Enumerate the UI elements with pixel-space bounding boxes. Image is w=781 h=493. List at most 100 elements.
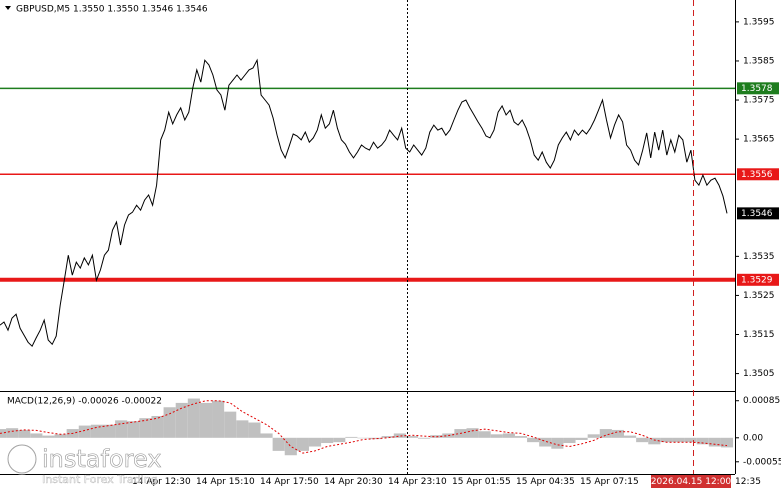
histogram-bar bbox=[684, 437, 697, 443]
histogram-bar bbox=[345, 436, 358, 438]
histogram-bar bbox=[405, 436, 419, 438]
histogram-bar bbox=[175, 402, 188, 438]
histogram-bar bbox=[236, 420, 249, 438]
histogram-bar bbox=[6, 428, 19, 438]
logo-mark bbox=[13, 450, 31, 468]
histogram-bar bbox=[466, 428, 479, 438]
level-label: 1.3578 bbox=[741, 84, 773, 94]
x-tick-label: 14 Apr 12:30 bbox=[132, 477, 191, 487]
histogram-bar bbox=[648, 437, 661, 445]
level-label-box bbox=[737, 273, 779, 286]
histogram-bar bbox=[296, 437, 309, 451]
histogram-bar bbox=[369, 437, 382, 440]
histogram-bar bbox=[248, 422, 261, 438]
histogram-bar bbox=[30, 433, 43, 438]
histogram-bar bbox=[102, 424, 116, 438]
histogram-bar bbox=[42, 435, 55, 438]
y-tick-label: 1.3505 bbox=[743, 369, 775, 379]
histogram-bar bbox=[393, 433, 406, 438]
histogram-bar bbox=[696, 437, 709, 445]
current-price-box bbox=[737, 207, 779, 220]
menu-arrow bbox=[5, 6, 11, 10]
chart-title: GBPUSD,M5 1.3550 1.3550 1.3546 1.3546 bbox=[16, 5, 208, 15]
histogram-bar bbox=[708, 437, 721, 447]
level-label: 1.3556 bbox=[741, 170, 773, 180]
price-line bbox=[0, 58, 728, 348]
histogram-bar bbox=[551, 437, 564, 449]
x-tick-label: 15 Apr 04:35 bbox=[516, 477, 575, 487]
y-tick-label: 1.3515 bbox=[743, 330, 775, 340]
x-tick-label: 14 Apr 20:30 bbox=[324, 477, 383, 487]
x-tick-label: 14 Apr 23:10 bbox=[388, 477, 447, 487]
histogram-bar bbox=[527, 437, 540, 443]
x-tick-label: 12:35 bbox=[735, 477, 761, 487]
histogram-bar bbox=[478, 431, 491, 438]
tagline: Instant Forex Trading bbox=[42, 473, 158, 486]
histogram-bar bbox=[381, 436, 394, 438]
histogram-bar bbox=[151, 415, 164, 438]
price-panel: 1.3595 1.3585 1.3575 1.3565 1.3535 1.3525 1.35… bbox=[0, 17, 779, 379]
x-tick-label: 14 Apr 15:10 bbox=[196, 477, 255, 487]
histogram-bar bbox=[514, 436, 528, 438]
time-highlight-label: 2026.04.15 12:00 bbox=[651, 477, 732, 487]
level-label-box bbox=[737, 168, 779, 181]
x-tick-label: 15 Apr 01:55 bbox=[452, 477, 511, 487]
level-label-box bbox=[737, 82, 779, 95]
macd-title: MACD(12,26,9) -0.00026 -0.00022 bbox=[7, 397, 162, 407]
macd-panel: 0.00085 0.00 -0.00055 bbox=[0, 396, 781, 467]
current-price-label: 1.3546 bbox=[741, 209, 773, 219]
histogram-bar bbox=[284, 437, 297, 456]
histogram-bar bbox=[212, 400, 225, 438]
histogram-bar bbox=[357, 437, 370, 439]
histogram-bar bbox=[90, 424, 103, 438]
logo-ring-outline bbox=[7, 444, 37, 474]
histogram-bar bbox=[587, 434, 600, 438]
histogram-bar bbox=[272, 437, 285, 451]
histogram-bar bbox=[0, 429, 7, 438]
histogram-bar bbox=[418, 437, 431, 439]
level-label: 1.3529 bbox=[741, 275, 773, 285]
histogram-bar bbox=[139, 418, 152, 438]
y-tick-label: 1.3585 bbox=[743, 56, 775, 66]
histogram-bar bbox=[636, 437, 649, 443]
y-tick-label: 0.00085 bbox=[743, 396, 780, 406]
y-tick-label: -0.00055 bbox=[743, 457, 781, 467]
histogram-bar bbox=[260, 433, 273, 438]
histogram-bar bbox=[490, 434, 503, 438]
histogram-bar bbox=[575, 437, 588, 440]
histogram-bar bbox=[502, 433, 515, 438]
histogram-bar bbox=[199, 402, 213, 438]
histogram-bar bbox=[563, 437, 576, 444]
histogram-bar bbox=[660, 437, 673, 443]
histogram-bar bbox=[54, 434, 67, 438]
histogram-bar bbox=[321, 437, 334, 444]
x-tick-label: 14 Apr 17:50 bbox=[260, 477, 319, 487]
histogram-bar bbox=[308, 437, 322, 447]
y-tick-label: 1.3595 bbox=[743, 17, 775, 27]
histogram-bar bbox=[115, 420, 128, 438]
histogram-bar bbox=[539, 437, 552, 447]
time-axis: 14 Apr 12:30 14 Apr 15:10 14 Apr 17:50 14 A… bbox=[132, 477, 639, 487]
histogram-bar bbox=[333, 437, 346, 443]
y-tick-label: 1.3535 bbox=[743, 252, 775, 262]
histogram-bar bbox=[720, 437, 734, 448]
brand: instaforex bbox=[42, 445, 162, 473]
histogram-bar bbox=[611, 429, 625, 438]
histogram-bar bbox=[624, 435, 637, 438]
histogram-bar bbox=[187, 398, 200, 438]
watermark: instaforex Instant Forex Trading bbox=[6, 443, 162, 486]
y-tick-label: 1.3575 bbox=[743, 96, 775, 106]
histogram-bar bbox=[599, 429, 612, 438]
y-tick-label: 1.3565 bbox=[743, 135, 775, 145]
histogram-bar bbox=[18, 429, 31, 438]
histogram-bar bbox=[430, 435, 443, 438]
x-tick-label: 15 Apr 07:15 bbox=[580, 477, 639, 487]
y-tick-label: 1.3525 bbox=[743, 291, 775, 301]
time-highlight-box bbox=[651, 475, 731, 488]
histogram-bar bbox=[78, 425, 91, 438]
histogram-bar bbox=[224, 411, 237, 438]
histogram-bar bbox=[127, 421, 140, 438]
y-tick-label: 0.00 bbox=[743, 433, 763, 443]
